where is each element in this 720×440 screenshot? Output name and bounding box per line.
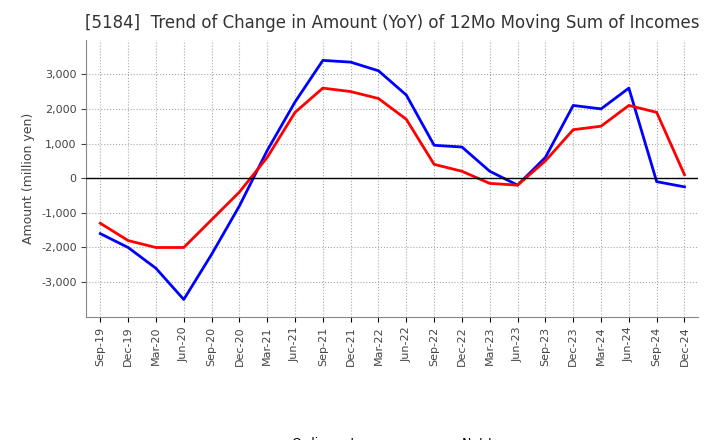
- Ordinary Income: [652, 179, 661, 184]
- Net Income: [152, 245, 161, 250]
- Net Income: [680, 172, 689, 177]
- Net Income: [597, 124, 606, 129]
- Y-axis label: Amount (million yen): Amount (million yen): [22, 113, 35, 244]
- Line: Net Income: Net Income: [100, 88, 685, 247]
- Ordinary Income: [374, 68, 383, 73]
- Ordinary Income: [263, 148, 271, 153]
- Net Income: [458, 169, 467, 174]
- Net Income: [124, 238, 132, 243]
- Ordinary Income: [96, 231, 104, 236]
- Ordinary Income: [152, 266, 161, 271]
- Net Income: [624, 103, 633, 108]
- Ordinary Income: [541, 155, 550, 160]
- Net Income: [430, 161, 438, 167]
- Line: Ordinary Income: Ordinary Income: [100, 60, 685, 300]
- Ordinary Income: [430, 143, 438, 148]
- Ordinary Income: [291, 99, 300, 105]
- Ordinary Income: [207, 252, 216, 257]
- Title: [5184]  Trend of Change in Amount (YoY) of 12Mo Moving Sum of Incomes: [5184] Trend of Change in Amount (YoY) o…: [85, 15, 700, 33]
- Legend: Ordinary Income, Net Income: Ordinary Income, Net Income: [246, 432, 539, 440]
- Ordinary Income: [680, 184, 689, 190]
- Net Income: [569, 127, 577, 132]
- Ordinary Income: [458, 144, 467, 150]
- Net Income: [652, 110, 661, 115]
- Net Income: [485, 181, 494, 186]
- Net Income: [207, 217, 216, 222]
- Net Income: [374, 96, 383, 101]
- Ordinary Income: [235, 203, 243, 209]
- Net Income: [513, 183, 522, 188]
- Ordinary Income: [179, 297, 188, 302]
- Net Income: [235, 189, 243, 194]
- Net Income: [541, 158, 550, 164]
- Ordinary Income: [402, 92, 410, 98]
- Net Income: [179, 245, 188, 250]
- Ordinary Income: [318, 58, 327, 63]
- Ordinary Income: [624, 85, 633, 91]
- Net Income: [346, 89, 355, 94]
- Net Income: [291, 110, 300, 115]
- Net Income: [402, 117, 410, 122]
- Ordinary Income: [346, 59, 355, 65]
- Ordinary Income: [513, 183, 522, 188]
- Ordinary Income: [597, 106, 606, 111]
- Net Income: [318, 85, 327, 91]
- Ordinary Income: [569, 103, 577, 108]
- Net Income: [263, 155, 271, 160]
- Net Income: [96, 220, 104, 226]
- Ordinary Income: [124, 245, 132, 250]
- Ordinary Income: [485, 169, 494, 174]
